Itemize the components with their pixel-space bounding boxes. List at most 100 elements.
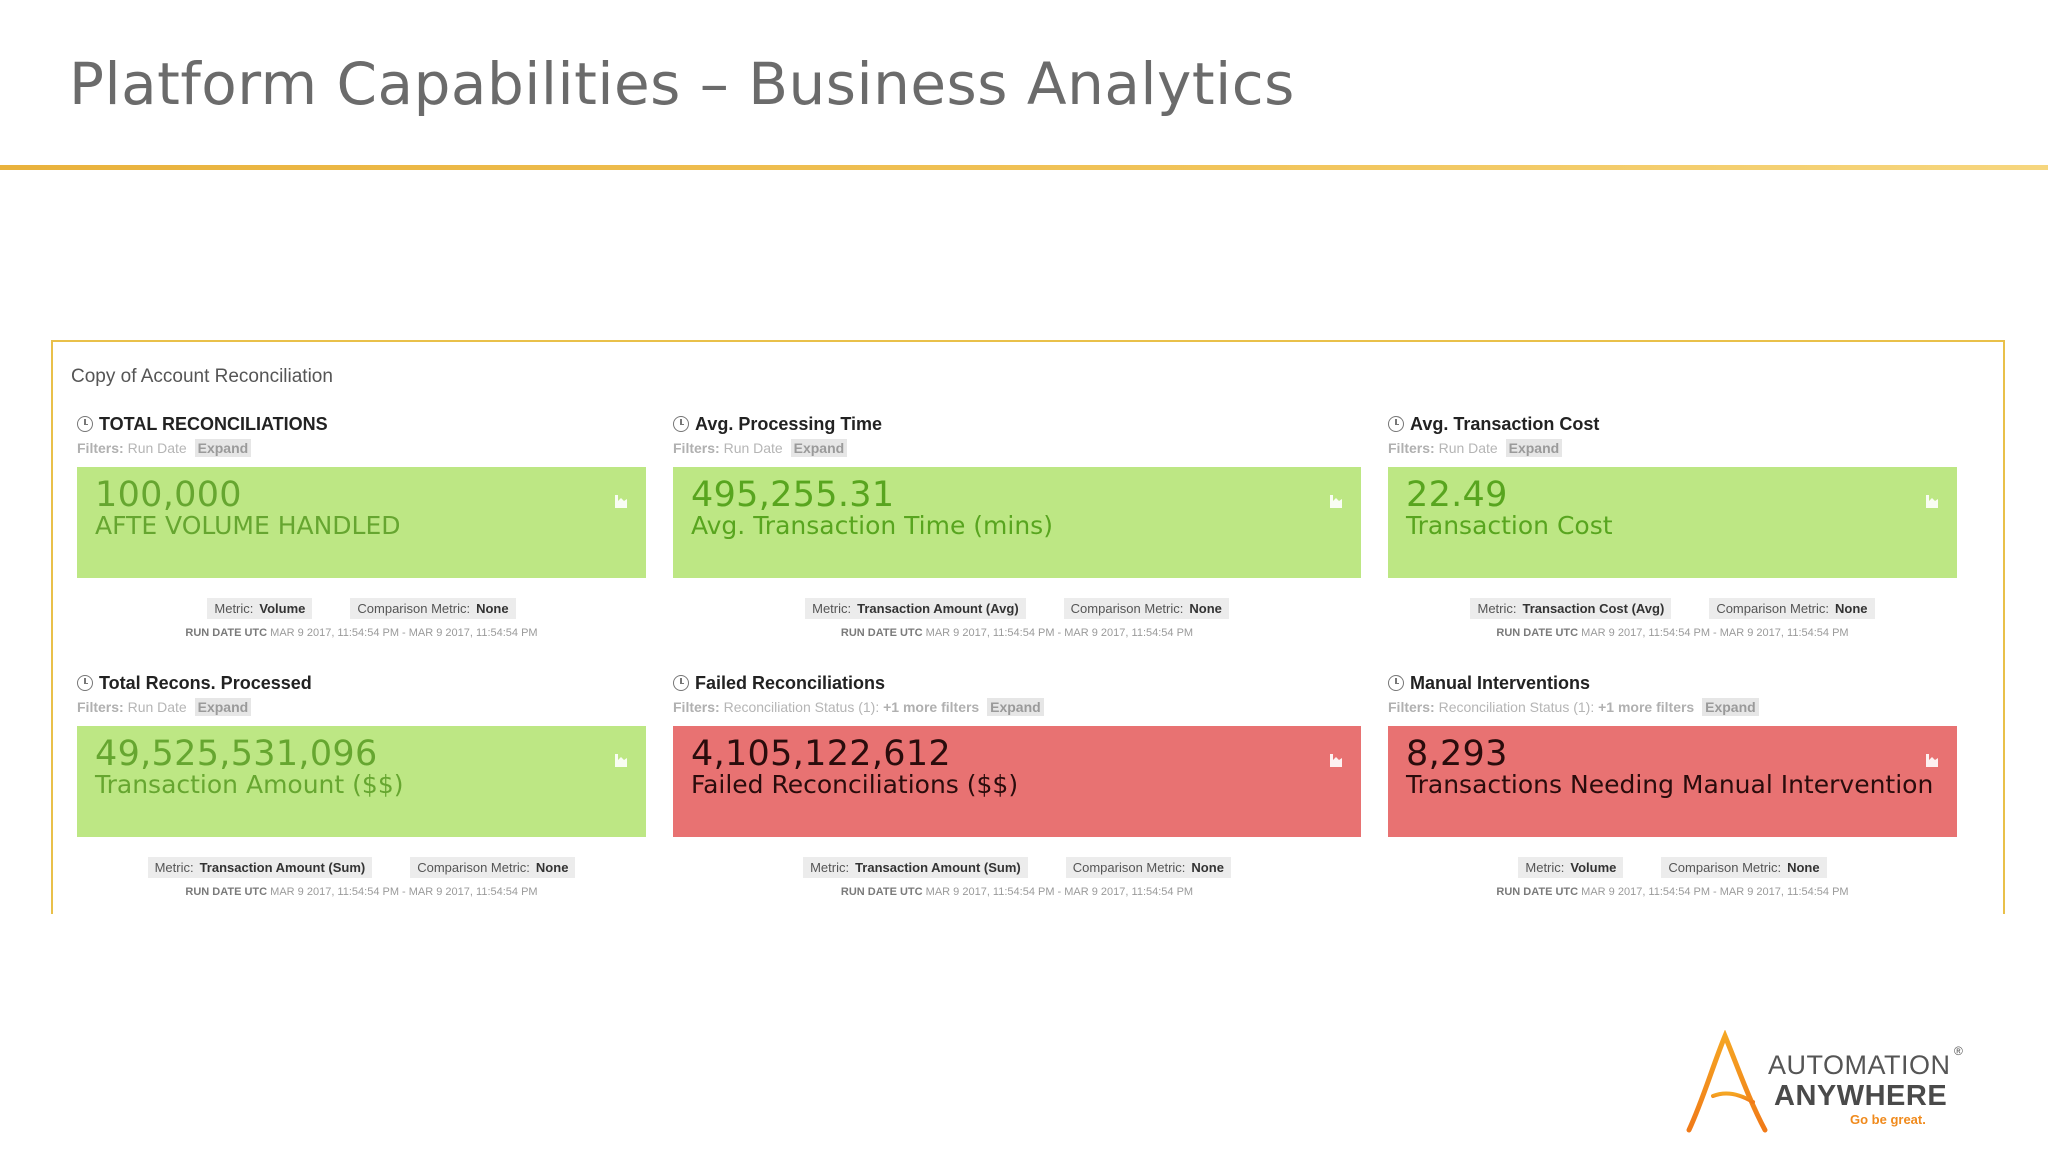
kpi-label: Transactions Needing Manual Intervention [1406,770,1934,799]
metric-pill: Metric: Volume [1518,857,1624,878]
metric-label: Metric: [812,601,852,616]
card-title: Failed Reconciliations [695,672,886,693]
clock-icon [1388,675,1404,691]
kpi-value: 49,525,531,096 [95,734,378,774]
kpi-box[interactable]: 49,525,531,096 Transaction Amount ($$) [77,726,646,837]
metric-label: Metric: [810,860,850,875]
filters-text: Reconciliation Status (1): [723,699,880,715]
kpi-box[interactable]: 100,000 AFTE VOLUME HANDLED [77,467,646,578]
expand-button[interactable]: Expand [987,698,1044,716]
run-date-label: RUN DATE UTC [185,886,268,898]
expand-button[interactable]: Expand [1505,439,1563,457]
expand-button[interactable]: Expand [1702,698,1759,716]
comparison-value: None [1189,601,1222,616]
chart-icon[interactable] [1925,752,1941,768]
dashboard-panel: Copy of Account Reconciliation TOTAL REC… [51,340,2005,914]
kpi-value: 22.49 [1406,475,1508,515]
card-header: Total Recons. Processed [77,671,312,695]
comparison-value: None [1787,860,1820,875]
run-date-label: RUN DATE UTC [840,886,923,898]
filters-label: Filters: [673,440,720,456]
logo-line2: ANYWHERE [1774,1080,1948,1112]
metric-row: Metric: Volume Comparison Metric: None [1388,857,1957,878]
metric-value: Transaction Amount (Avg) [857,601,1019,616]
filters-label: Filters: [77,440,124,456]
chart-icon[interactable] [1925,493,1941,509]
filters-label: Filters: [1388,699,1435,715]
clock-icon [77,675,93,691]
run-date-row: RUN DATE UTC MAR 9 2017, 11:54:54 PM - M… [673,627,1361,639]
card-header: Avg. Processing Time [673,412,882,436]
card-filters: Filters: Run Date Expand [673,439,848,457]
metric-pill: Metric: Transaction Cost (Avg) [1470,598,1672,619]
card-title: Avg. Transaction Cost [1410,413,1600,434]
clock-icon [673,416,689,432]
comparison-pill: Comparison Metric: None [1661,857,1827,878]
run-date-label: RUN DATE UTC [185,627,268,639]
run-date-range: MAR 9 2017, 11:54:54 PM - MAR 9 2017, 11… [1581,627,1849,639]
metric-pill: Metric: Transaction Amount (Avg) [805,598,1026,619]
kpi-box[interactable]: 8,293 Transactions Needing Manual Interv… [1388,726,1957,837]
comparison-value: None [1835,601,1868,616]
clock-icon [673,675,689,691]
logo-a-mark-icon [1686,1030,1768,1133]
kpi-box[interactable]: 22.49 Transaction Cost [1388,467,1957,578]
comparison-pill: Comparison Metric: None [1063,598,1229,619]
filters-label: Filters: [77,699,124,715]
metric-row: Metric: Volume Comparison Metric: None [77,598,646,619]
run-date-label: RUN DATE UTC [1496,886,1579,898]
comparison-pill: Comparison Metric: None [1065,857,1231,878]
filters-label: Filters: [673,699,720,715]
run-date-range: MAR 9 2017, 11:54:54 PM - MAR 9 2017, 11… [1581,886,1849,898]
metric-row: Metric: Transaction Amount (Sum) Comparis… [77,857,646,878]
metric-pill: Metric: Volume [207,598,313,619]
filters-text: Run Date [723,440,783,456]
dashboard-title: Copy of Account Reconciliation [71,366,333,387]
run-date-range: MAR 9 2017, 11:54:54 PM - MAR 9 2017, 11… [270,627,538,639]
comparison-label: Comparison Metric: [1070,601,1184,616]
comparison-label: Comparison Metric: [1716,601,1830,616]
logo-line1: AUTOMATION [1768,1050,1951,1080]
logo-registered: ® [1954,1044,1963,1058]
run-date-row: RUN DATE UTC MAR 9 2017, 11:54:54 PM - M… [673,886,1361,898]
metric-label: Metric: [1477,601,1517,616]
metric-value: Volume [259,601,306,616]
card-header: Avg. Transaction Cost [1388,412,1599,436]
card-header: Failed Reconciliations [673,671,885,695]
kpi-box[interactable]: 495,255.31 Avg. Transaction Time (mins) [673,467,1361,578]
chart-icon[interactable] [614,493,630,509]
filters-text: Run Date [1438,440,1498,456]
card-filters: Filters: Run Date Expand [77,698,252,716]
card-header: Manual Interventions [1388,671,1590,695]
run-date-label: RUN DATE UTC [840,627,923,639]
metric-pill: Metric: Transaction Amount (Sum) [803,857,1028,878]
comparison-label: Comparison Metric: [357,601,471,616]
run-date-label: RUN DATE UTC [1496,627,1579,639]
expand-button[interactable]: Expand [194,698,252,716]
kpi-box[interactable]: 4,105,122,612 Failed Reconciliations ($$… [673,726,1361,837]
comparison-label: Comparison Metric: [1668,860,1782,875]
filters-text: Reconciliation Status (1): [1438,699,1595,715]
title-divider [0,165,2048,170]
chart-icon[interactable] [1329,493,1345,509]
card-title: Manual Interventions [1410,672,1591,693]
chart-icon[interactable] [1329,752,1345,768]
run-date-row: RUN DATE UTC MAR 9 2017, 11:54:54 PM - M… [77,886,646,898]
card-title: Total Recons. Processed [99,672,312,693]
run-date-range: MAR 9 2017, 11:54:54 PM - MAR 9 2017, 11… [925,886,1194,898]
card-header: TOTAL RECONCILIATIONS [77,412,328,436]
run-date-row: RUN DATE UTC MAR 9 2017, 11:54:54 PM - M… [77,627,646,639]
card-filters: Filters: Run Date Expand [77,439,252,457]
card-title: TOTAL RECONCILIATIONS [99,413,328,434]
expand-button[interactable]: Expand [790,439,848,457]
comparison-pill: Comparison Metric: None [410,857,576,878]
metric-label: Metric: [154,860,194,875]
kpi-value: 8,293 [1406,734,1508,774]
metric-label: Metric: [214,601,254,616]
comparison-value: None [535,860,569,875]
expand-button[interactable]: Expand [194,439,252,457]
slide-title: Platform Capabilities – Business Analyti… [69,50,1295,118]
chart-icon[interactable] [614,752,630,768]
filters-text: Run Date [127,699,187,715]
metric-value: Volume [1570,860,1617,875]
